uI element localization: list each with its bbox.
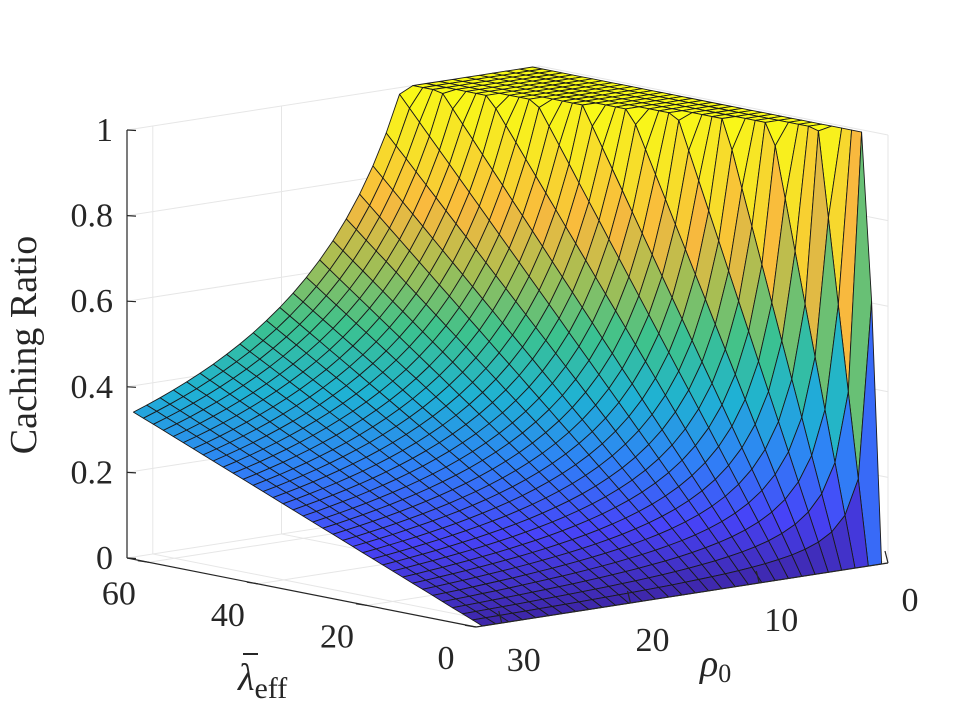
z-tick-label-2: 0.4 — [71, 369, 114, 406]
x-tick-mark-3 — [137, 560, 149, 563]
surface-layer — [132, 66, 883, 627]
label-layer: Caching Ratio λeff ρ0 — [3, 236, 731, 705]
y-tick-label-0: 0 — [902, 582, 919, 619]
z-tick-label-3: 0.6 — [71, 283, 114, 320]
z-tick-label-0: 0 — [96, 540, 113, 577]
y-tick-label-2: 20 — [636, 622, 670, 659]
x-tick-mark-0 — [464, 624, 477, 628]
z-axis-title: Caching Ratio — [3, 236, 45, 454]
x-tick-label-1: 20 — [320, 618, 354, 655]
x-tick-label-3: 60 — [102, 575, 136, 612]
y-axis-line — [475, 562, 889, 628]
x-axis-title: λeff — [237, 657, 287, 705]
x-tick-label-0: 0 — [438, 640, 455, 677]
z-tick-mark-4 — [126, 215, 137, 217]
x-axis-title-base: λ — [237, 657, 254, 699]
x-tick-label-2: 40 — [211, 597, 245, 634]
y-tick-mark-2 — [626, 590, 632, 604]
z-tick-label-5: 1 — [96, 112, 113, 149]
z-tick-label-4: 0.8 — [71, 198, 114, 235]
x-tick-mark-2 — [246, 581, 258, 585]
y-tick-label-3: 30 — [507, 642, 541, 679]
y-tick-mark-0 — [884, 550, 889, 564]
z-tick-label-1: 0.2 — [71, 454, 114, 491]
z-tick-mark-5 — [126, 129, 137, 132]
z-tick-mark-3 — [126, 300, 137, 303]
grid-line-y-3 — [152, 126, 502, 624]
x-axis-line — [126, 557, 477, 628]
y-axis-title-sub: 0 — [718, 659, 731, 688]
y-axis-title: ρ0 — [699, 643, 731, 688]
y-tick-mark-3 — [498, 610, 503, 624]
z-tick-mark-1 — [126, 471, 137, 474]
x-axis-title-sub: eff — [254, 672, 287, 705]
y-axis-title-base: ρ — [699, 643, 718, 685]
z-tick-mark-2 — [126, 386, 137, 388]
y-tick-label-1: 10 — [764, 602, 798, 639]
x-tick-mark-1 — [355, 603, 368, 607]
y-tick-mark-1 — [755, 570, 760, 584]
